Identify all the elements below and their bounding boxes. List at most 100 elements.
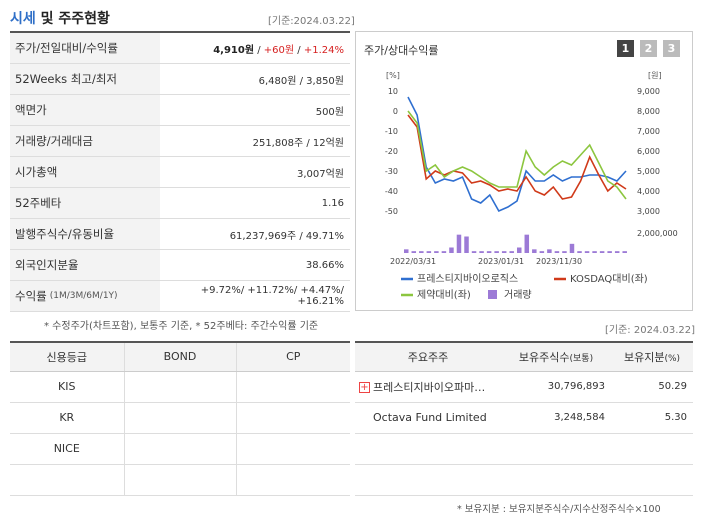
y-tick-right: 6,000 bbox=[637, 147, 660, 156]
holder-note: * 보유지분 : 보유지분주식수/지수산정주식수×100 bbox=[457, 504, 661, 515]
volume-bar bbox=[532, 249, 537, 253]
right-unit: [원] bbox=[648, 71, 662, 80]
credit-col-header: BOND bbox=[124, 342, 237, 372]
sep: / bbox=[294, 44, 304, 56]
agency-cell bbox=[10, 464, 125, 496]
x-tick: 2022/03/31 bbox=[390, 257, 436, 266]
y-tick-left: 10 bbox=[388, 87, 398, 96]
quote-value: 6,480원 / 3,850원 bbox=[258, 75, 344, 87]
volume-bar bbox=[471, 251, 477, 253]
shares-header: 보유주식수 bbox=[518, 350, 570, 364]
bond-cell bbox=[124, 402, 237, 434]
chart-tab-1[interactable]: 1 bbox=[617, 40, 634, 57]
volume-bar bbox=[464, 236, 469, 253]
table-row bbox=[355, 433, 693, 465]
agency-cell: NICE bbox=[10, 433, 125, 465]
price-chart: [%] [원] 2,000,000 10 0 -10 -20 -30 -40 -50 9,00… bbox=[385, 71, 678, 301]
bond-cell bbox=[124, 464, 237, 496]
series-line bbox=[407, 96, 627, 213]
title-part1: 시세 bbox=[10, 11, 36, 27]
expand-plus-icon[interactable]: + bbox=[359, 382, 370, 393]
quote-label: 발행주식수/유동비율 bbox=[10, 219, 160, 249]
volume-bar bbox=[614, 251, 620, 253]
credit-rating-table: 신용등급 BOND CP KIS KR NICE bbox=[10, 341, 350, 496]
chart-tab-3[interactable]: 3 bbox=[663, 40, 680, 57]
y-tick-right: 8,000 bbox=[637, 107, 660, 116]
holder-name: Octava Fund Limited bbox=[355, 402, 501, 434]
legend-label: 거래량 bbox=[504, 289, 532, 301]
volume-bar bbox=[584, 251, 590, 253]
quote-label: 주가/전일대비/수익률 bbox=[10, 33, 160, 63]
sep: / bbox=[254, 44, 264, 56]
volume-bar bbox=[569, 243, 575, 253]
y-tick-right: 9,000 bbox=[637, 87, 660, 96]
volume-bar bbox=[622, 251, 627, 253]
quote-label: 52Weeks 최고/최저 bbox=[10, 64, 160, 94]
quote-row-shares: 발행주식수/유동비율 61,237,969주 / 49.71% bbox=[10, 219, 350, 250]
x-tick: 2023/11/30 bbox=[536, 257, 582, 266]
quote-row-foreign: 외국인지분율 38.66% bbox=[10, 250, 350, 281]
holder-shares: 3,248,584 bbox=[501, 402, 611, 434]
volume-bar bbox=[509, 251, 514, 253]
volume-bar bbox=[562, 251, 567, 253]
quote-value: 1.16 bbox=[321, 197, 344, 209]
agency-cell: KIS bbox=[10, 371, 125, 403]
cp-cell bbox=[236, 402, 350, 434]
pct-header: 보유지분 bbox=[623, 350, 665, 364]
table-row: NICE bbox=[10, 433, 350, 465]
holder-col-header: 보유주식수(보통) bbox=[501, 342, 611, 372]
table-row: Octava Fund Limited 3,248,584 5.30 bbox=[355, 402, 693, 434]
volume-bar bbox=[607, 251, 612, 253]
y-tick-right: 7,000 bbox=[637, 127, 660, 136]
change-value: +60원 bbox=[263, 44, 295, 56]
volume-bar bbox=[577, 251, 582, 253]
quote-row-price: 주가/전일대비/수익률 4,910원 / +60원 / +1.24% bbox=[10, 33, 350, 64]
x-tick: 2023/01/31 bbox=[478, 257, 524, 266]
holder-col-header: 보유지분(%) bbox=[611, 342, 693, 372]
table-row bbox=[10, 464, 350, 496]
quote-label: 외국인지분율 bbox=[10, 250, 160, 280]
volume-bar bbox=[539, 251, 545, 253]
credit-header-row: 신용등급 BOND CP bbox=[10, 342, 350, 372]
legend-label: KOSDAQ대비(좌) bbox=[570, 273, 648, 285]
table-row: + 프레스티지바이오파마… 30,796,893 50.29 bbox=[355, 371, 693, 403]
cp-cell bbox=[236, 464, 350, 496]
change-pct: +1.24% bbox=[303, 44, 344, 56]
table-row bbox=[355, 464, 693, 496]
chart-title: 주가/상대수익률 bbox=[364, 44, 439, 57]
quote-value: 61,237,969주 / 49.71% bbox=[229, 230, 344, 242]
holder-shares: 30,796,893 bbox=[501, 371, 611, 403]
quote-value: 4,910원 / +60원 / +1.24% bbox=[160, 41, 350, 56]
title-part2: 및 주주현황 bbox=[35, 11, 110, 27]
volume-bar bbox=[449, 247, 454, 253]
volume-bar bbox=[419, 251, 424, 253]
holder-pct: 5.30 bbox=[611, 402, 693, 434]
volume-bar bbox=[486, 251, 492, 253]
chart-tab-2[interactable]: 2 bbox=[640, 40, 657, 57]
quote-label: 액면가 bbox=[10, 95, 160, 125]
price-value: 4,910원 bbox=[213, 44, 255, 56]
holder-col-header: 주요주주 bbox=[355, 342, 501, 372]
holder-name-cell: + 프레스티지바이오파마… bbox=[355, 371, 501, 403]
section-title: 시세 및 주주현황 bbox=[10, 8, 110, 28]
volume-bar bbox=[456, 234, 462, 253]
base-date: [기준:2024.03.22] bbox=[268, 16, 355, 27]
credit-col-header: 신용등급 bbox=[10, 342, 125, 372]
volume-bar bbox=[404, 249, 409, 253]
volume-bar bbox=[547, 249, 552, 253]
holders-base-date: [기준: 2024.03.22] bbox=[605, 325, 696, 336]
bond-cell bbox=[124, 371, 237, 403]
quote-row-volume: 거래량/거래대금 251,808주 / 12억원 bbox=[10, 126, 350, 157]
holder-name[interactable]: 프레스티지바이오파마… bbox=[373, 380, 486, 394]
credit-col-header: CP bbox=[236, 342, 350, 372]
volume-bar bbox=[441, 251, 447, 253]
y-tick-right: 4,000 bbox=[637, 187, 660, 196]
bond-cell bbox=[124, 433, 237, 465]
volume-bar bbox=[554, 251, 560, 253]
quote-value: 251,808주 / 12억원 bbox=[252, 137, 344, 149]
left-unit: [%] bbox=[386, 71, 400, 80]
volume-bar bbox=[411, 251, 417, 253]
volume-bar bbox=[599, 251, 605, 253]
quote-row-par: 액면가 500원 bbox=[10, 95, 350, 126]
y-tick-left: 0 bbox=[393, 107, 398, 116]
